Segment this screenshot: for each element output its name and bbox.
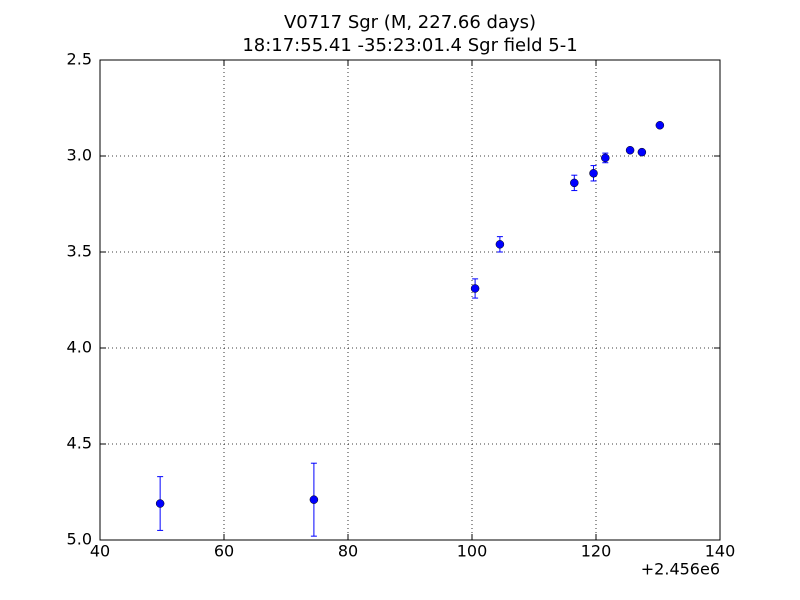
x-offset-label: +2.456e6 — [641, 560, 720, 579]
y-tick-label: 3.0 — [67, 146, 92, 165]
marker — [625, 145, 635, 155]
marker — [601, 153, 610, 163]
marker — [637, 147, 647, 157]
chart-subtitle: 18:17:55.41 -35:23:01.4 Sgr field 5-1 — [242, 35, 577, 56]
marker — [570, 178, 579, 188]
marker — [495, 240, 505, 249]
marker — [155, 499, 165, 508]
y-tick-label: 4.5 — [67, 434, 92, 453]
y-tick-label: 5.0 — [67, 530, 92, 549]
y-tick-label: 3.5 — [67, 242, 92, 261]
y-tick-label: 4.0 — [67, 338, 92, 357]
marker — [470, 284, 480, 293]
plot-frame — [99, 59, 721, 541]
x-tick-label: 140 — [705, 542, 736, 561]
x-tick-label: 100 — [457, 542, 488, 561]
x-tick-label: 80 — [338, 542, 358, 561]
marker — [655, 121, 665, 130]
y-tick-label: 2.5 — [67, 50, 92, 69]
chart-title: V0717 Sgr (M, 227.66 days) — [284, 12, 536, 33]
x-tick-label: 60 — [214, 542, 234, 561]
marker — [309, 495, 319, 504]
x-tick-label: 40 — [90, 542, 110, 561]
marker — [589, 169, 598, 178]
x-tick-label: 120 — [581, 542, 612, 561]
